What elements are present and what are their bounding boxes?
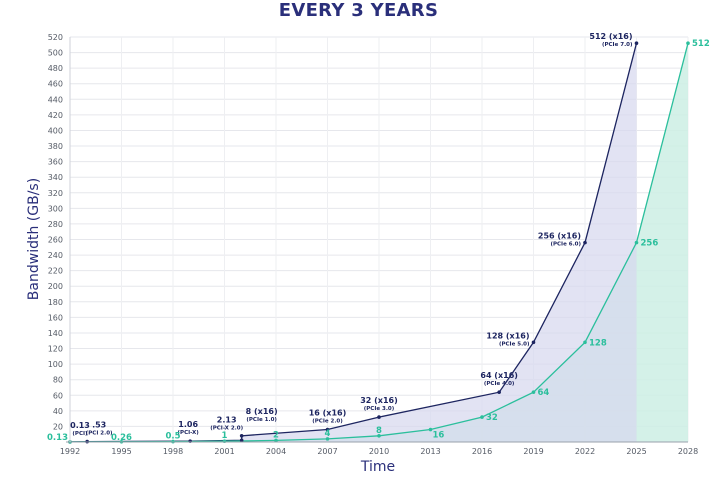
teal-data-point: [325, 437, 330, 441]
teal-data-point: [686, 41, 690, 46]
dark-data-label: 32 (x16): [360, 396, 398, 405]
dark-data-sublabel: (PCIe 1.0): [246, 417, 277, 423]
teal-data-label: 128: [589, 338, 607, 348]
teal-data-point: [377, 433, 381, 438]
axes: 20 40 60 80 100 120 140 160 180 200 220 240 260 280 30…: [48, 33, 698, 456]
teal-data-label: 64: [538, 388, 550, 398]
x-tick-label: 2013: [420, 447, 440, 456]
dark-data-label: 0.13: [70, 421, 90, 430]
y-tick-label: 220: [48, 267, 63, 276]
data-labels: 0.13(PCI).53(PCI 2.0)1.06(PCI-X)2.13(PCI…: [47, 32, 710, 443]
y-tick-label: 340: [48, 173, 63, 182]
x-tick-label: 1998: [163, 447, 183, 456]
teal-data-label: 1: [222, 431, 228, 441]
y-tick-label: 40: [53, 407, 63, 416]
y-tick-label: 440: [48, 95, 63, 104]
areas: [70, 43, 688, 442]
dark-data-label: .53: [92, 421, 106, 430]
y-tick-label: 360: [48, 158, 63, 167]
dark-data-point: [239, 438, 244, 443]
x-tick-label: 2025: [626, 447, 646, 456]
x-tick-label: 2007: [317, 447, 337, 456]
y-tick-label: 520: [48, 33, 63, 42]
y-tick-label: 260: [48, 236, 63, 245]
dark-data-sublabel: (PCIe 4.0): [484, 381, 515, 387]
teal-data-label: 512: [692, 39, 710, 49]
x-tick-label: 2022: [575, 447, 595, 456]
teal-data-label: 16: [433, 431, 445, 441]
dark-data-label: 8 (x16): [246, 407, 278, 416]
teal-data-point: [428, 427, 433, 432]
dark-data-label: 2.13: [217, 415, 237, 424]
teal-data-point: [480, 415, 484, 419]
dark-data-sublabel: (PCI 2.0): [86, 431, 113, 437]
teal-data-label: 0.26: [111, 433, 132, 443]
teal-data-point: [583, 340, 587, 345]
y-tick-label: 140: [48, 329, 63, 338]
teal-data-label: 0.5: [165, 432, 180, 442]
dark-data-label: 1.06: [178, 420, 198, 429]
y-tick-label: 240: [48, 251, 63, 260]
x-tick-label: 1992: [60, 447, 80, 456]
chart-title: EVERY 3 YEARS: [278, 0, 439, 21]
x-tick-label: 2019: [523, 447, 543, 456]
dark-data-label: 512 (x16): [589, 32, 632, 41]
dark-data-point: [583, 240, 587, 245]
teal-data-label: 4: [325, 429, 331, 439]
x-tick-label: 2001: [214, 447, 234, 456]
x-tick-label: 2028: [678, 447, 698, 456]
dark-data-label: 16 (x16): [309, 409, 347, 418]
y-tick-label: 20: [53, 422, 63, 431]
y-tick-label: 420: [48, 111, 63, 120]
teal-data-label: 32: [486, 413, 498, 423]
dark-data-label: 256 (x16): [538, 232, 581, 241]
teal-data-label: 8: [376, 426, 382, 436]
y-tick-label: 160: [48, 313, 63, 322]
teal-data-point: [531, 390, 536, 394]
dark-series-area: [70, 43, 637, 442]
dark-data-point: [634, 41, 639, 46]
y-tick-label: 60: [53, 391, 63, 400]
teal-data-point: [634, 240, 639, 245]
y-tick-label: 80: [53, 376, 63, 385]
x-tick-label: 2010: [369, 447, 389, 456]
dark-data-point: [377, 415, 381, 419]
x-axis-label: Time: [360, 459, 395, 475]
dark-data-label: 64 (x16): [480, 371, 518, 380]
dark-data-sublabel: (PCIe 3.0): [364, 406, 395, 412]
y-tick-label: 180: [48, 298, 63, 307]
teal-data-label: 2: [273, 430, 279, 440]
x-tick-label: 1995: [111, 447, 131, 456]
y-tick-label: 200: [48, 282, 63, 291]
y-tick-label: 500: [48, 49, 63, 58]
dark-data-sublabel: (PCIe 7.0): [602, 42, 633, 48]
y-tick-label: 400: [48, 126, 63, 135]
dark-data-sublabel: (PCI): [72, 431, 88, 437]
y-tick-label: 100: [48, 360, 63, 369]
y-tick-label: 280: [48, 220, 63, 229]
dark-data-sublabel: (PCIe 5.0): [499, 341, 530, 347]
y-tick-label: 320: [48, 189, 63, 198]
y-tick-label: 120: [48, 345, 63, 354]
y-tick-label: 380: [48, 142, 63, 151]
x-tick-label: 2004: [266, 447, 286, 456]
y-tick-label: 300: [48, 204, 63, 213]
dark-data-sublabel: (PCIe 2.0): [312, 419, 343, 425]
dark-data-point: [531, 340, 536, 345]
dark-data-sublabel: (PCIe 6.0): [550, 242, 581, 248]
x-tick-label: 2016: [472, 447, 492, 456]
y-axis-label: Bandwidth (GB/s): [26, 178, 42, 300]
dark-data-sublabel: (PCI-X 2.0): [210, 425, 243, 431]
dark-data-label: 128 (x16): [486, 331, 529, 340]
y-tick-label: 460: [48, 80, 63, 89]
dark-data-point: [239, 433, 244, 438]
teal-data-point: [274, 438, 278, 443]
teal-data-label: 0.13: [47, 433, 68, 443]
dark-data-sublabel: (PCI-X): [178, 430, 200, 436]
teal-data-label: 256: [641, 239, 659, 249]
dark-data-point: [325, 427, 330, 432]
dark-data-point: [497, 390, 501, 394]
y-tick-label: 480: [48, 64, 63, 73]
